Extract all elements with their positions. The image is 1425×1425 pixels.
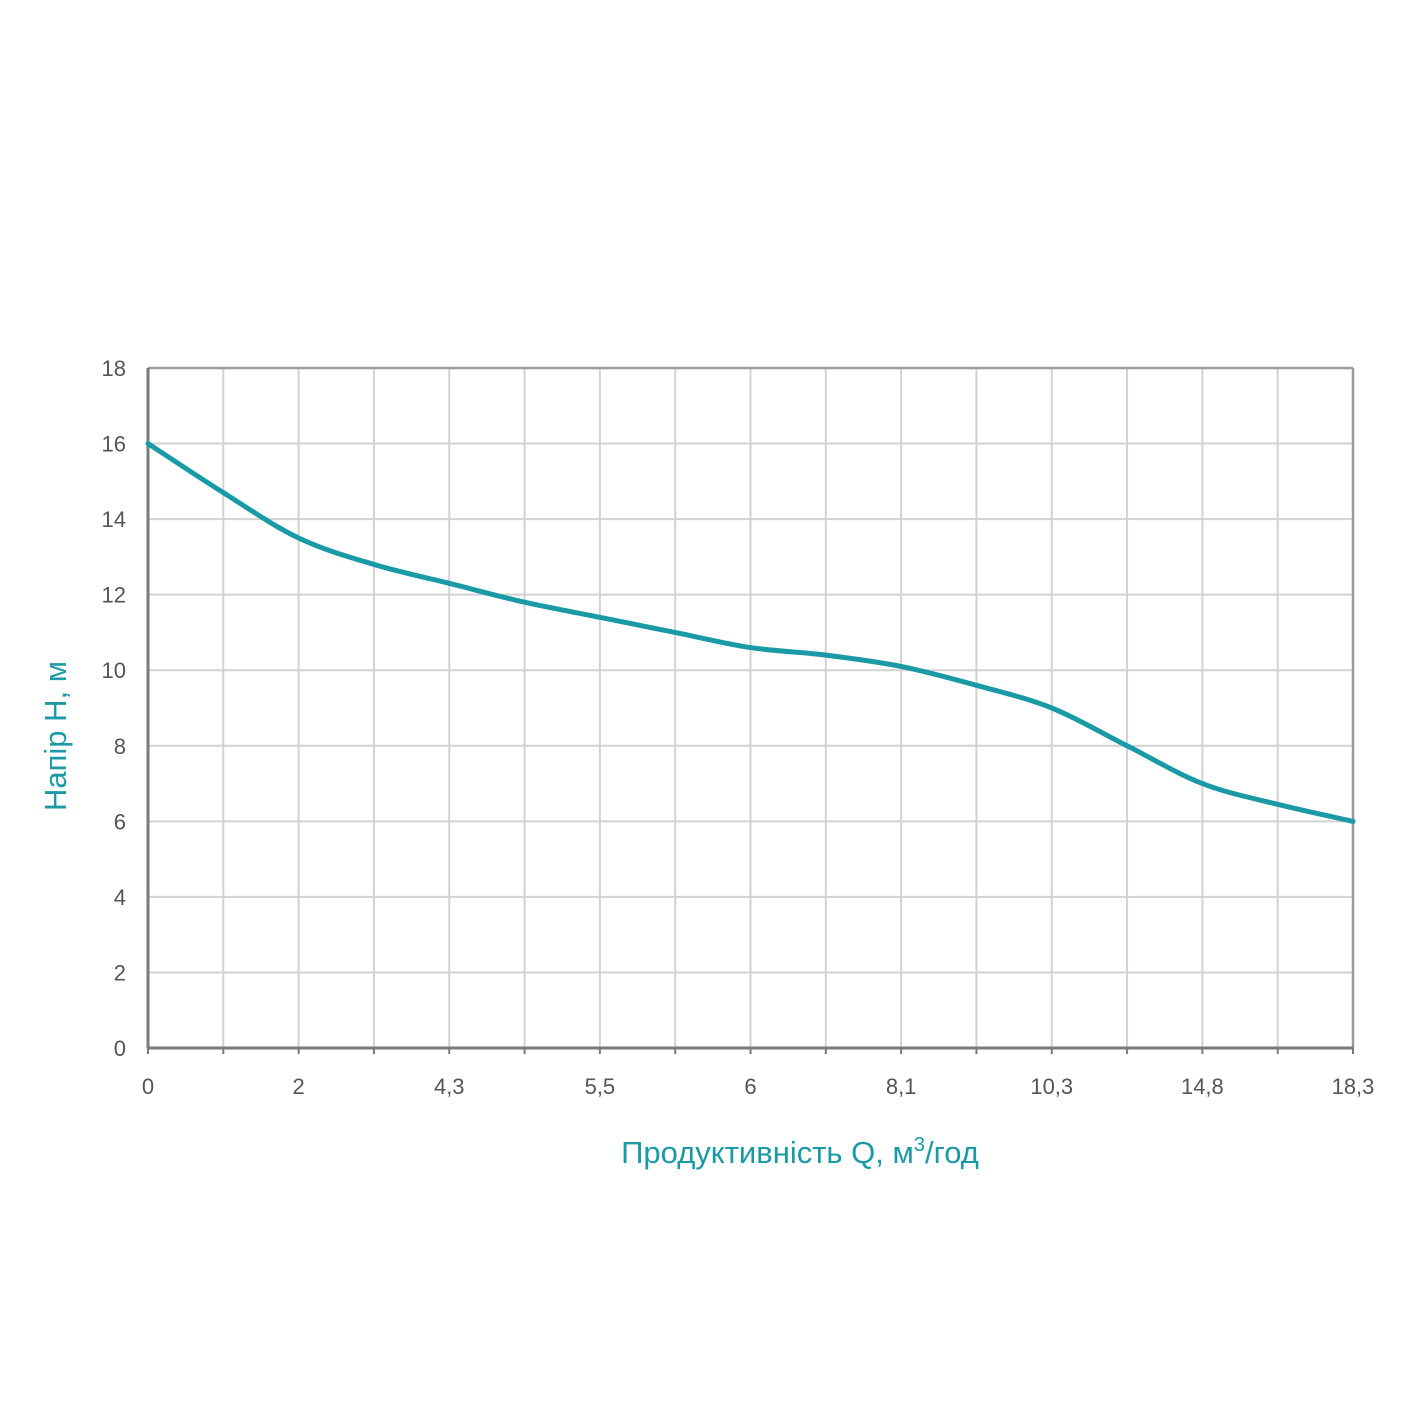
data-point [371, 561, 377, 567]
series-layer [145, 441, 1356, 824]
x-tick-label: 4,3 [434, 1074, 465, 1099]
y-tick-label: 12 [102, 583, 126, 608]
x-axis-title: Продуктивність Q, м3/год [621, 1134, 979, 1170]
y-axis-title: Напір H, м [38, 661, 73, 811]
data-point [1124, 743, 1130, 749]
data-point [973, 682, 979, 688]
x-tick-label: 8,1 [886, 1074, 917, 1099]
x-tick-label: 0 [142, 1074, 154, 1099]
x-tick-label: 5,5 [585, 1074, 616, 1099]
x-tick-label: 6 [744, 1074, 756, 1099]
data-point [748, 645, 753, 651]
y-tick-label: 2 [114, 960, 126, 985]
y-tick-label: 14 [102, 507, 126, 532]
data-point [1049, 705, 1055, 711]
grid [148, 368, 1353, 1048]
x-tick-label: 14,8 [1181, 1074, 1224, 1099]
y-tick-label: 4 [114, 885, 126, 910]
y-tick-label: 10 [102, 658, 126, 683]
y-tick-label: 16 [102, 432, 126, 457]
y-tick-label: 6 [114, 809, 126, 834]
y-tick-label: 8 [114, 734, 126, 759]
data-point [597, 614, 603, 620]
data-point [1350, 818, 1356, 824]
data-point [672, 629, 678, 635]
data-point [296, 535, 302, 541]
data-point [898, 663, 904, 669]
data-point [522, 599, 528, 605]
axes [146, 366, 1355, 1054]
data-point [145, 441, 151, 447]
y-tick-label: 18 [102, 356, 126, 381]
data-point [446, 580, 452, 586]
data-point [823, 652, 829, 658]
x-axis-title-main: Продуктивність Q, м [621, 1135, 914, 1170]
data-point [220, 490, 226, 496]
data-point [1275, 801, 1281, 807]
x-axis-title-suffix: /год [925, 1135, 979, 1170]
x-axis-title-sup: 3 [914, 1134, 925, 1156]
x-tick-label: 2 [293, 1074, 305, 1099]
x-tick-label: 18,3 [1332, 1074, 1375, 1099]
x-tick-label: 10,3 [1030, 1074, 1073, 1099]
data-point [1199, 781, 1205, 787]
tick-labels: 0 2 4 6 8 10 12 14 16 18 0 2 4,3 5,5 6 8,1 10,3 14,8 18,3 [102, 356, 1375, 1099]
y-tick-label: 0 [114, 1036, 126, 1061]
